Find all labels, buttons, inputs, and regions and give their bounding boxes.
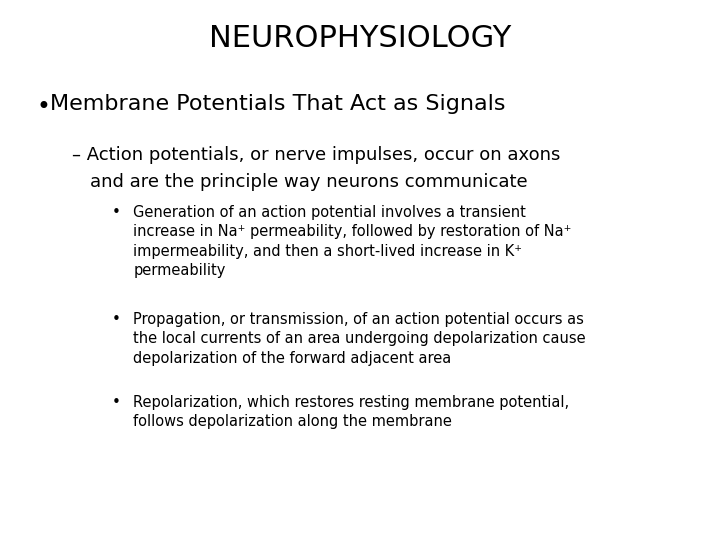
Text: •: • (112, 205, 120, 220)
Text: •: • (112, 312, 120, 327)
Text: Membrane Potentials That Act as Signals: Membrane Potentials That Act as Signals (50, 94, 506, 114)
Text: •: • (112, 395, 120, 410)
Text: •: • (36, 94, 50, 118)
Text: Repolarization, which restores resting membrane potential,
follows depolarizatio: Repolarization, which restores resting m… (133, 395, 570, 429)
Text: – Action potentials, or nerve impulses, occur on axons: – Action potentials, or nerve impulses, … (72, 146, 560, 164)
Text: and are the principle way neurons communicate: and are the principle way neurons commun… (90, 173, 528, 191)
Text: Generation of an action potential involves a transient
increase in Na⁺ permeabil: Generation of an action potential involv… (133, 205, 572, 278)
Text: Propagation, or transmission, of an action potential occurs as
the local current: Propagation, or transmission, of an acti… (133, 312, 586, 366)
Text: NEUROPHYSIOLOGY: NEUROPHYSIOLOGY (209, 24, 511, 53)
